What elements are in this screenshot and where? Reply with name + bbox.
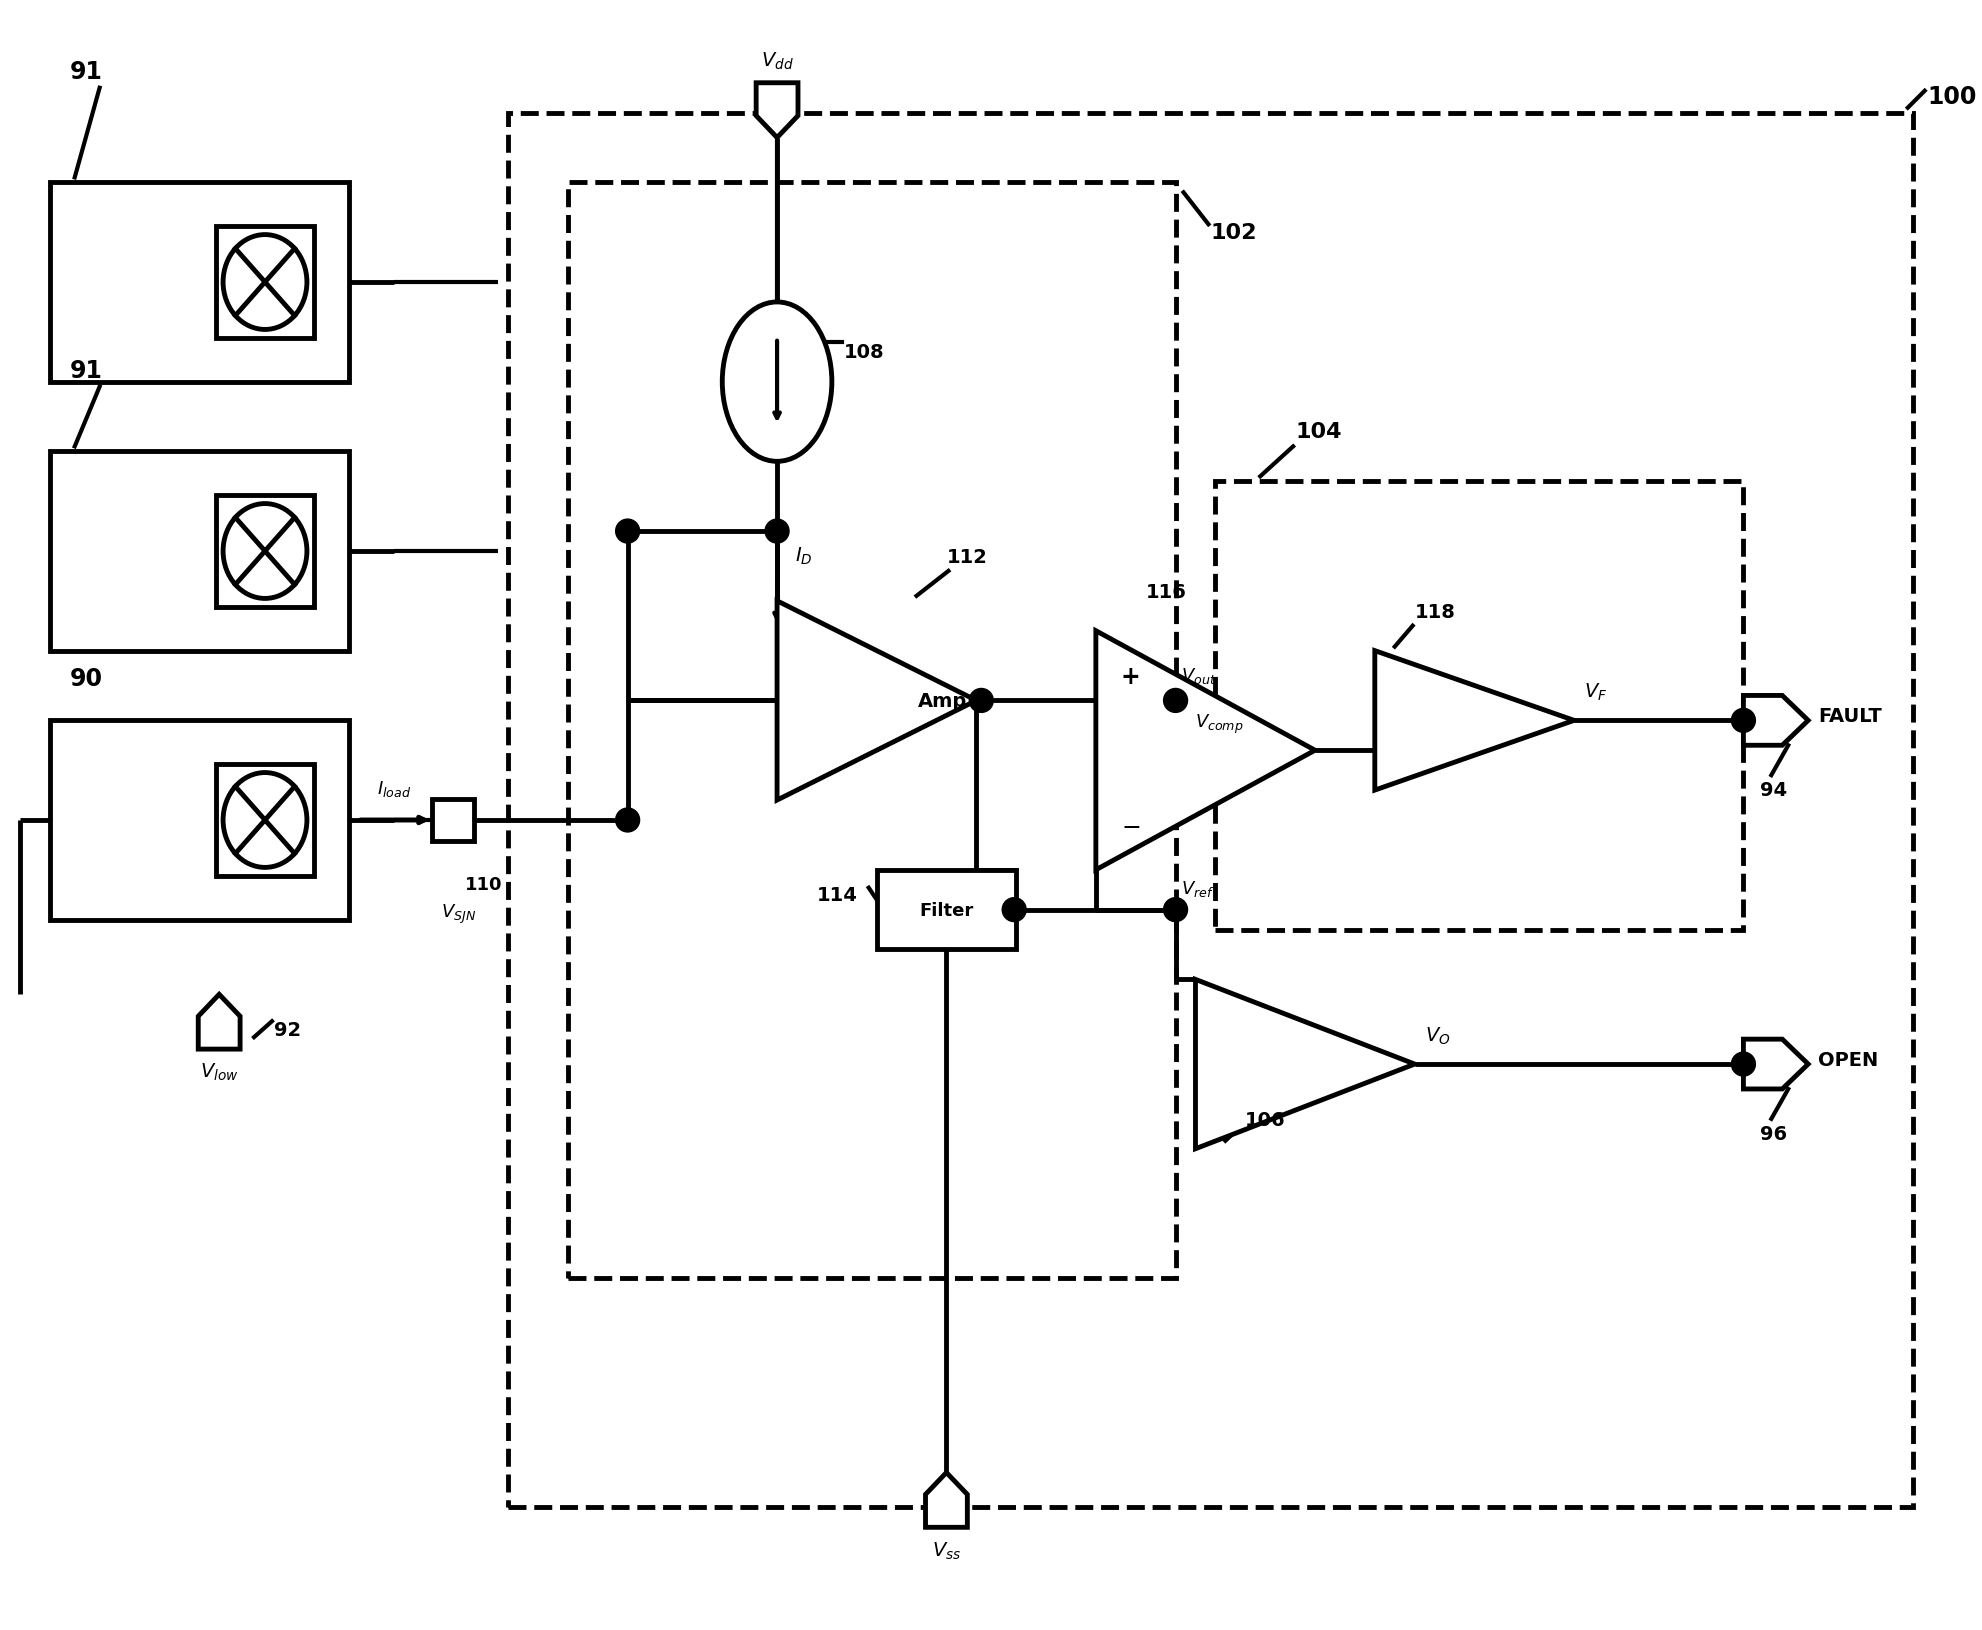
Text: $V_{low}$: $V_{low}$ xyxy=(200,1061,238,1082)
Bar xyxy=(216,764,315,877)
Circle shape xyxy=(1730,1053,1754,1076)
Bar xyxy=(50,183,349,383)
Bar xyxy=(1215,482,1742,931)
Text: 102: 102 xyxy=(1209,223,1257,243)
Bar xyxy=(50,720,349,919)
Bar xyxy=(876,870,1015,950)
Polygon shape xyxy=(1742,696,1808,747)
Polygon shape xyxy=(777,601,975,800)
Text: $-$: $-$ xyxy=(1120,813,1140,838)
Text: $V_O$: $V_O$ xyxy=(1423,1025,1449,1046)
Text: 100: 100 xyxy=(1927,85,1976,109)
Text: 94: 94 xyxy=(1758,781,1786,800)
Ellipse shape xyxy=(222,773,307,867)
Polygon shape xyxy=(926,1472,967,1527)
Polygon shape xyxy=(755,83,797,139)
Bar xyxy=(216,227,315,339)
Circle shape xyxy=(969,689,993,712)
Circle shape xyxy=(1730,709,1754,734)
Circle shape xyxy=(765,520,789,544)
Polygon shape xyxy=(198,994,240,1050)
Bar xyxy=(567,183,1175,1278)
Text: $V_{SJN}$: $V_{SJN}$ xyxy=(442,901,476,926)
Text: 112: 112 xyxy=(945,548,987,567)
Circle shape xyxy=(614,520,640,544)
Text: 91: 91 xyxy=(69,60,103,83)
Ellipse shape xyxy=(721,303,830,461)
Text: Amp: Amp xyxy=(918,691,967,711)
Text: 91: 91 xyxy=(69,359,103,383)
Text: 106: 106 xyxy=(1245,1110,1284,1130)
Circle shape xyxy=(1001,898,1025,923)
Text: 110: 110 xyxy=(466,875,503,893)
Circle shape xyxy=(1163,898,1187,923)
Circle shape xyxy=(614,808,640,833)
Text: 118: 118 xyxy=(1413,603,1455,621)
Text: 90: 90 xyxy=(69,667,103,689)
Bar xyxy=(432,800,474,841)
Text: $V_{comp}$: $V_{comp}$ xyxy=(1195,712,1243,735)
Text: $V_F$: $V_F$ xyxy=(1584,681,1607,703)
Ellipse shape xyxy=(222,504,307,600)
Text: 108: 108 xyxy=(844,342,884,362)
Text: 104: 104 xyxy=(1294,422,1342,442)
Text: $V_{ss}$: $V_{ss}$ xyxy=(932,1539,961,1560)
Text: 116: 116 xyxy=(1146,582,1185,601)
Text: +: + xyxy=(1120,663,1140,688)
Bar xyxy=(216,496,315,608)
Polygon shape xyxy=(1195,980,1413,1149)
Text: 114: 114 xyxy=(817,885,858,905)
Polygon shape xyxy=(1096,631,1314,870)
Text: $I_D$: $I_D$ xyxy=(795,546,813,567)
Text: FAULT: FAULT xyxy=(1817,706,1881,725)
Polygon shape xyxy=(1374,652,1574,791)
Text: OPEN: OPEN xyxy=(1817,1050,1877,1069)
Text: $V_{ref}$: $V_{ref}$ xyxy=(1179,879,1213,898)
Text: $V_{dd}$: $V_{dd}$ xyxy=(761,51,793,72)
Text: $I_{load}$: $I_{load}$ xyxy=(377,779,412,799)
Text: $V_{out}$: $V_{out}$ xyxy=(1179,667,1215,686)
Polygon shape xyxy=(1742,1040,1808,1089)
Bar xyxy=(507,114,1913,1508)
Bar xyxy=(50,452,349,652)
Ellipse shape xyxy=(222,235,307,331)
Circle shape xyxy=(1163,689,1187,712)
Text: 96: 96 xyxy=(1758,1125,1786,1143)
Text: Filter: Filter xyxy=(920,901,973,919)
Text: 92: 92 xyxy=(274,1020,301,1038)
